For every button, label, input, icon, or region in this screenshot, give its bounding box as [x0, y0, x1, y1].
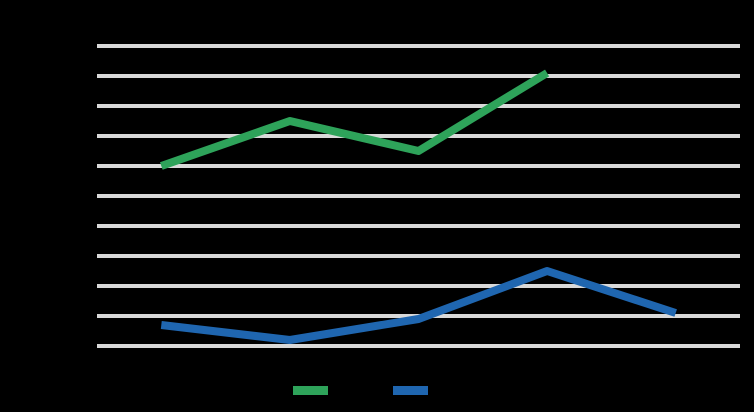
- series-line: [160, 267, 677, 344]
- legend-swatch: [293, 386, 328, 395]
- legend-swatch: [393, 386, 428, 395]
- series-line: [159, 69, 550, 170]
